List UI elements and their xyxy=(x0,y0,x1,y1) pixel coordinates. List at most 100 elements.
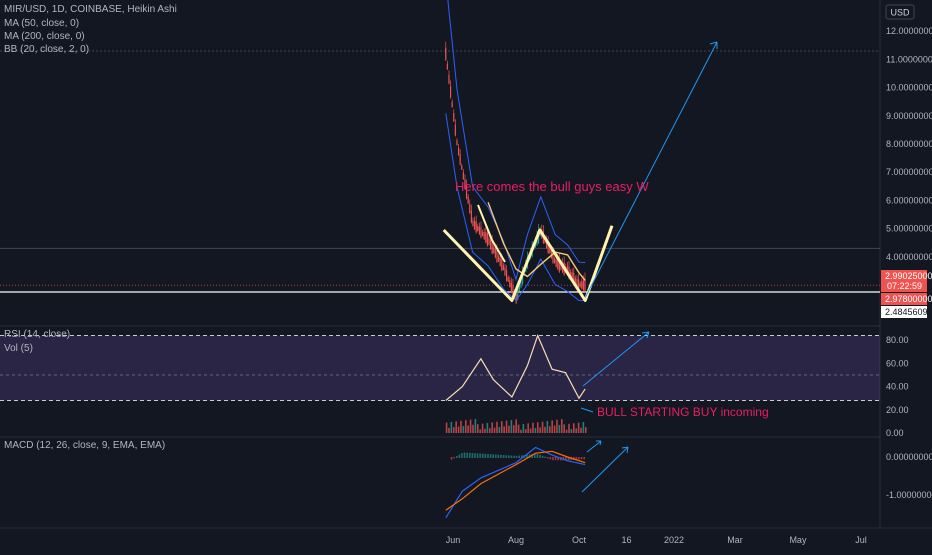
countdown-label: 07:22:59 xyxy=(887,281,922,291)
symbol-legend[interactable]: MIR/USD, 1D, COINBASE, Heikin Ashi xyxy=(4,4,177,15)
candle xyxy=(478,226,480,235)
macd-hist-bar xyxy=(549,457,552,460)
macd-trend-arrow[interactable] xyxy=(581,446,629,493)
last-price-box xyxy=(881,270,927,292)
macd-hist-bar xyxy=(471,453,474,458)
macd-hist-bar xyxy=(466,452,468,458)
volume-bar xyxy=(536,422,539,433)
candle xyxy=(445,47,447,60)
low-price-label: 2.97800000 xyxy=(885,294,932,304)
candle xyxy=(446,63,448,70)
candle xyxy=(457,147,460,156)
candle xyxy=(473,220,476,230)
candle xyxy=(465,185,468,199)
volume-bar xyxy=(491,422,493,433)
ma50-legend[interactable]: MA (50, close, 0) xyxy=(4,18,80,29)
macd-hist-bar xyxy=(515,455,518,458)
wedge-drawing[interactable] xyxy=(477,204,506,263)
time-tick-label: Mar xyxy=(727,535,743,545)
macd-hist-bar xyxy=(484,453,487,458)
volume-bar xyxy=(582,422,585,433)
macd-hist-bar xyxy=(497,454,500,458)
volume-bar xyxy=(577,422,580,433)
candle xyxy=(581,281,583,289)
price-tick-label: 10.00000000 xyxy=(886,83,932,93)
macd-arrow-head xyxy=(621,446,629,454)
rsi-legend[interactable]: RSI (14, close) xyxy=(4,329,71,340)
candle xyxy=(576,278,578,287)
volume-bar xyxy=(510,420,513,433)
time-tick-label: 2022 xyxy=(664,535,684,545)
trend-arrow[interactable] xyxy=(584,41,718,298)
ma200-legend[interactable]: MA (200, close, 0) xyxy=(4,31,85,42)
volume-bar xyxy=(469,419,472,433)
volume-bar xyxy=(534,428,537,433)
w-pattern-drawing[interactable] xyxy=(442,225,614,302)
candle xyxy=(547,241,549,253)
rsi-tick-label: 0.00 xyxy=(886,428,904,438)
candle xyxy=(509,279,511,288)
annotation-main: Here comes the bull guys easy W xyxy=(455,179,649,194)
price-tick-label: 6.00000000 xyxy=(886,195,932,205)
line-price-box xyxy=(881,306,927,318)
candle xyxy=(462,172,464,180)
candle xyxy=(456,140,458,146)
macd-hist-bar xyxy=(557,457,559,461)
bb-legend[interactable]: BB (20, close, 2, 0) xyxy=(4,44,90,55)
volume-bar xyxy=(452,427,455,433)
rsi-trend-arrow[interactable] xyxy=(582,331,650,387)
candle xyxy=(475,221,477,233)
rsi-arrow-head xyxy=(641,331,650,339)
vol-legend[interactable]: Vol (5) xyxy=(4,343,33,354)
volume-bar xyxy=(558,425,561,433)
time-tick-label: Oct xyxy=(572,535,587,545)
macd-hist-bar xyxy=(513,455,515,458)
volume-bar xyxy=(484,428,486,433)
volume-bar xyxy=(464,420,467,433)
macd-hist-bar xyxy=(518,455,520,458)
volume-bar xyxy=(462,426,465,433)
candle xyxy=(499,257,501,266)
candle xyxy=(470,210,472,223)
macd-hist-bar xyxy=(489,454,492,458)
candle xyxy=(502,265,504,271)
candle xyxy=(496,250,498,262)
price-tick-label: 5.00000000 xyxy=(886,224,932,234)
macd-hist-bar xyxy=(520,455,523,458)
volume-bar xyxy=(568,423,570,433)
candle xyxy=(480,226,482,238)
macd-hist-bar xyxy=(541,455,544,458)
candle xyxy=(507,277,509,282)
macd-hist-bar xyxy=(531,454,533,458)
macd-hist-bar xyxy=(583,457,585,460)
candle xyxy=(488,238,490,245)
candle xyxy=(545,239,548,249)
macd-hist-bar xyxy=(533,453,536,458)
macd-legend[interactable]: MACD (12, 26, close, 9, EMA, EMA) xyxy=(4,440,166,451)
currency-badge-box[interactable] xyxy=(885,4,915,20)
macd-hist-bar xyxy=(539,454,541,458)
volume-bar xyxy=(457,426,460,433)
volume-bar xyxy=(572,423,575,433)
volume-bar xyxy=(493,427,496,433)
candle xyxy=(582,280,584,291)
candle xyxy=(472,220,474,227)
candle xyxy=(486,232,488,246)
macd-tick-label: 0.00000000 xyxy=(886,452,932,462)
macd-hist-bar xyxy=(552,457,554,461)
volume-bar xyxy=(570,429,573,433)
candle xyxy=(557,259,559,270)
volume-bar xyxy=(546,421,549,433)
volume-bar xyxy=(505,420,508,433)
macd-line xyxy=(445,446,586,519)
volume-bar xyxy=(565,429,568,433)
candle xyxy=(451,101,453,108)
candle xyxy=(558,258,560,272)
volume-bar xyxy=(481,423,484,433)
candle xyxy=(459,154,461,165)
rsi-tick-label: 80.00 xyxy=(886,335,909,345)
rsi-tick-label: 60.00 xyxy=(886,358,909,368)
volume-bar xyxy=(448,427,450,433)
candle xyxy=(550,250,552,259)
